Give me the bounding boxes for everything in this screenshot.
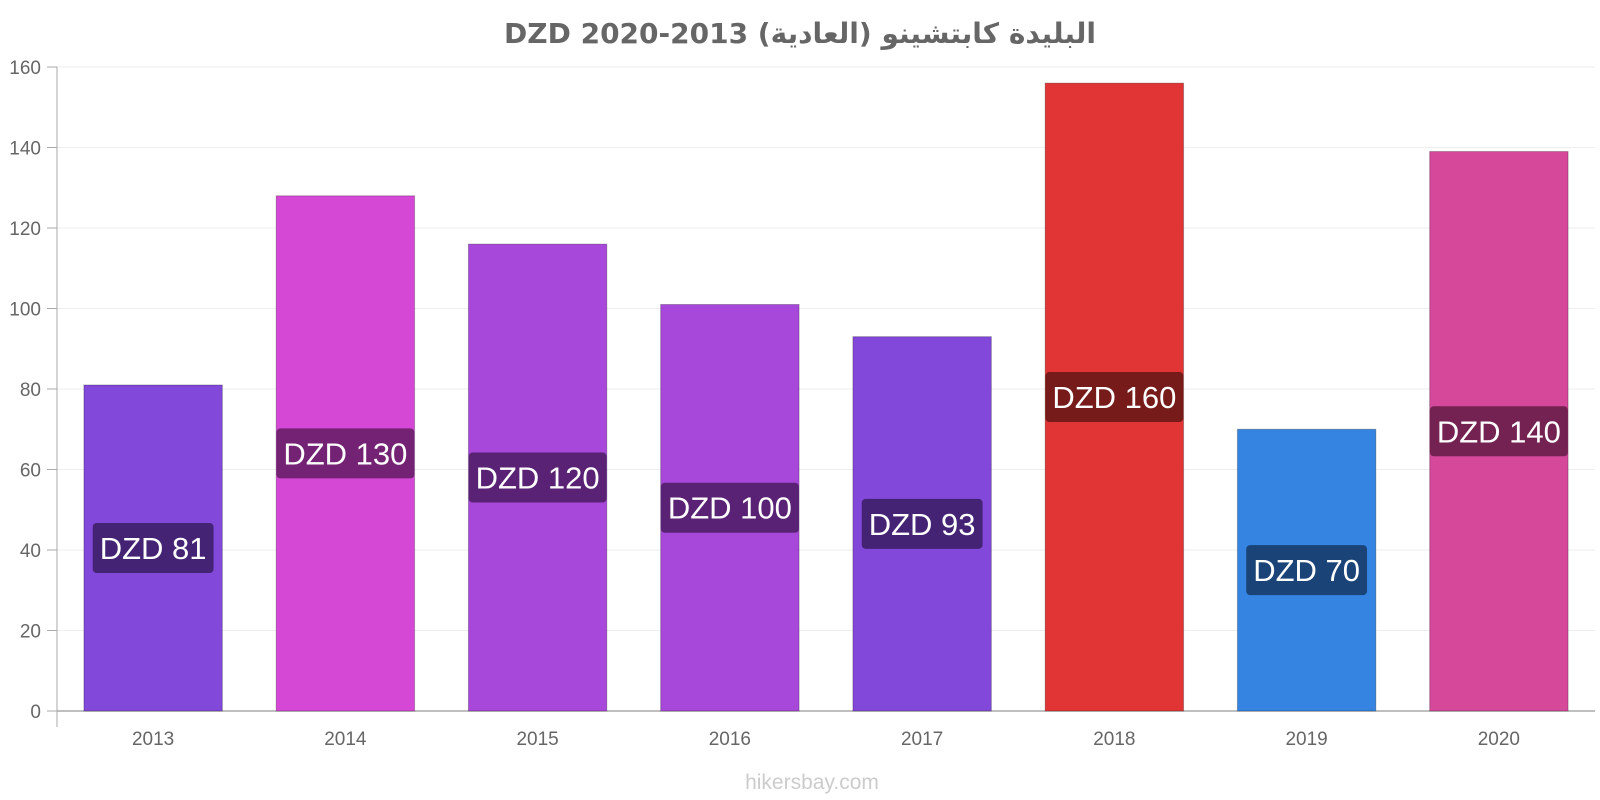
x-tick-label-2019: 2019 bbox=[1285, 729, 1327, 750]
data-label-2019: DZD 70 bbox=[1253, 553, 1360, 588]
data-label-2013: DZD 81 bbox=[100, 531, 207, 566]
watermark: hikersbay.com bbox=[745, 771, 879, 794]
data-label-2014: DZD 130 bbox=[283, 436, 407, 471]
x-tick-label-2017: 2017 bbox=[901, 729, 943, 750]
y-tick-label: 100 bbox=[9, 300, 41, 321]
x-tick-label-2018: 2018 bbox=[1093, 729, 1135, 750]
chart-title: البليدة كابتشينو (العادية) DZD 2020-2013 bbox=[504, 17, 1096, 50]
data-label-2017: DZD 93 bbox=[869, 507, 976, 542]
data-label-2020: DZD 140 bbox=[1437, 414, 1561, 449]
data-label-bg-2017 bbox=[861, 498, 983, 549]
data-label-bg-2016 bbox=[660, 482, 799, 533]
x-tick-label-2015: 2015 bbox=[516, 729, 558, 750]
data-label-2016: DZD 100 bbox=[668, 491, 792, 526]
data-label-bg-2019 bbox=[1246, 545, 1368, 596]
data-label-2018: DZD 160 bbox=[1052, 380, 1176, 415]
y-tick-label: 0 bbox=[30, 702, 41, 723]
data-label-bg-2018 bbox=[1045, 372, 1184, 423]
y-tick-label: 80 bbox=[20, 380, 41, 401]
y-tick-label: 60 bbox=[20, 461, 41, 482]
y-tick-label: 120 bbox=[9, 219, 41, 240]
y-tick-label: 160 bbox=[9, 58, 41, 79]
y-tick-label: 20 bbox=[20, 622, 41, 643]
y-tick-label: 140 bbox=[9, 139, 41, 160]
data-labels: DZD 81 DZD 130 DZD 120 DZD 100 DZD 93 DZD 160… bbox=[92, 372, 1568, 596]
x-tick-label-2014: 2014 bbox=[324, 729, 367, 750]
x-tick-label-2020: 2020 bbox=[1478, 729, 1520, 750]
x-tick-label-2013: 2013 bbox=[132, 729, 174, 750]
data-label-bg-2014 bbox=[276, 428, 415, 479]
x-axis-ticks: 2013 2014 2015 2016 2017 2018 2019 2020 bbox=[132, 729, 1520, 750]
data-label-bg-2020 bbox=[1429, 406, 1568, 457]
data-label-2015: DZD 120 bbox=[476, 461, 600, 496]
y-tick-label: 40 bbox=[20, 541, 41, 562]
bars bbox=[83, 82, 1569, 712]
y-axis-ticks: 0 20 40 60 80 100 120 140 160 bbox=[9, 58, 57, 723]
data-label-bg-2015 bbox=[468, 452, 607, 503]
data-label-bg-2013 bbox=[92, 522, 214, 573]
x-tick-label-2016: 2016 bbox=[709, 729, 751, 750]
